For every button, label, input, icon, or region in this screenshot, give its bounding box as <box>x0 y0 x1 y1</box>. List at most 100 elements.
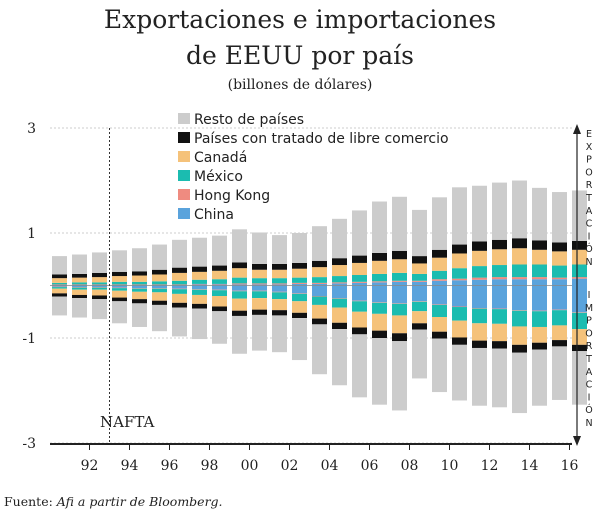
bar-export-china <box>232 284 247 286</box>
bar-export-paises-con-tratado-de-libre-comercio <box>432 249 447 258</box>
bar-export-resto-de-paises <box>512 180 527 239</box>
bar-import-mexico <box>332 298 347 308</box>
bar-export-resto-de-paises <box>532 187 547 241</box>
bar-export-hong-kong <box>152 284 167 285</box>
x-tick-label: 98 <box>201 458 219 474</box>
bar-export-paises-con-tratado-de-libre-comercio <box>232 262 247 269</box>
bar-import-hong-kong <box>552 309 567 311</box>
bar-export-paises-con-tratado-de-libre-comercio <box>212 265 227 271</box>
bar-export-china <box>452 280 467 286</box>
bar-import-canada <box>72 289 87 295</box>
bar-import-china <box>132 285 147 289</box>
bar-import-paises-con-tratado-de-libre-comercio <box>152 300 167 305</box>
bar-export-hong-kong <box>112 284 127 285</box>
bar-export-hong-kong <box>412 280 427 282</box>
bar-import-canada <box>112 290 127 298</box>
bar-export-china <box>352 282 367 286</box>
bar-import-canada <box>352 311 367 328</box>
bar-import-paises-con-tratado-de-libre-comercio <box>452 337 467 345</box>
y-tick-label: 3 <box>27 121 36 137</box>
bar-import-mexico <box>72 287 87 290</box>
bar-export-resto-de-paises <box>92 252 107 273</box>
bar-export-hong-kong <box>252 283 267 285</box>
bar-import-china <box>552 285 567 310</box>
bar-import-canada <box>552 325 567 341</box>
legend-label-resto-de-paises: Resto de países <box>194 112 304 128</box>
bar-export-mexico <box>352 275 367 282</box>
bar-export-china <box>392 281 407 286</box>
bar-export-paises-con-tratado-de-libre-comercio <box>292 262 307 269</box>
bar-import-hong-kong <box>252 290 267 292</box>
bar-export-mexico <box>212 279 227 284</box>
bar-export-hong-kong <box>232 283 247 285</box>
bar-import-resto-de-paises <box>272 315 287 353</box>
bar-export-paises-con-tratado-de-libre-comercio <box>312 260 327 268</box>
bar-import-paises-con-tratado-de-libre-comercio <box>552 340 567 347</box>
bar-export-mexico <box>492 265 507 278</box>
bar-import-paises-con-tratado-de-libre-comercio <box>252 309 267 315</box>
bar-import-resto-de-paises <box>532 349 547 406</box>
bar-import-canada <box>572 329 587 345</box>
bar-import-resto-de-paises <box>192 308 207 340</box>
bar-import-hong-kong <box>412 301 427 302</box>
x-tick-label: 14 <box>521 458 539 474</box>
bar-export-canada <box>572 249 587 265</box>
bar-export-canada <box>552 251 567 266</box>
bar-import-canada <box>292 301 307 313</box>
bar-export-resto-de-paises <box>352 210 367 256</box>
bar-import-hong-kong <box>272 291 287 293</box>
bar-import-hong-kong <box>232 290 247 292</box>
bar-export-china <box>492 279 507 286</box>
bar-export-hong-kong <box>52 284 67 285</box>
bar-export-paises-con-tratado-de-libre-comercio <box>352 255 367 263</box>
bar-import-paises-con-tratado-de-libre-comercio <box>512 344 527 353</box>
bar-export-canada <box>532 249 547 265</box>
export-side-label-char: P <box>586 155 592 166</box>
bar-import-canada <box>452 320 467 338</box>
bar-import-canada <box>432 317 447 332</box>
bar-export-hong-kong <box>192 283 207 285</box>
bar-export-hong-kong <box>512 277 527 280</box>
bar-import-mexico <box>372 302 387 314</box>
bar-import-paises-con-tratado-de-libre-comercio <box>572 344 587 352</box>
bar-export-paises-con-tratado-de-libre-comercio <box>492 239 507 250</box>
bar-import-mexico <box>152 288 167 293</box>
bar-export-paises-con-tratado-de-libre-comercio <box>132 271 147 276</box>
bar-import-mexico <box>212 290 227 296</box>
bar-import-canada <box>372 313 387 331</box>
bar-export-paises-con-tratado-de-libre-comercio <box>512 238 527 249</box>
bar-export-resto-de-paises <box>572 190 587 241</box>
import-side-label-char: Ó <box>585 404 592 416</box>
import-side-label-char: T <box>585 354 592 365</box>
bar-import-china <box>112 285 127 288</box>
bar-export-paises-con-tratado-de-libre-comercio <box>372 252 387 261</box>
bar-import-mexico <box>532 311 547 327</box>
source-note: Fuente: Afi a partir de Bloomberg. <box>4 494 223 509</box>
bar-export-paises-con-tratado-de-libre-comercio <box>192 266 207 272</box>
bar-import-mexico <box>392 303 407 316</box>
bar-export-paises-con-tratado-de-libre-comercio <box>392 250 407 260</box>
bar-import-hong-kong <box>352 300 367 302</box>
export-side-label-char: X <box>586 142 593 153</box>
bar-import-china <box>412 285 427 302</box>
bar-import-paises-con-tratado-de-libre-comercio <box>192 303 207 309</box>
legend-label-hong-kong: Hong Kong <box>194 188 270 204</box>
bar-import-canada <box>492 323 507 342</box>
bar-import-mexico <box>252 291 267 299</box>
bar-import-resto-de-paises <box>412 329 427 379</box>
bar-export-canada <box>512 248 527 265</box>
bar-export-canada <box>292 268 307 278</box>
bar-export-mexico <box>532 264 547 278</box>
bar-import-mexico <box>272 292 287 300</box>
bar-import-paises-con-tratado-de-libre-comercio <box>52 293 67 297</box>
bar-import-hong-kong <box>72 287 87 288</box>
bar-export-paises-con-tratado-de-libre-comercio <box>172 267 187 273</box>
x-tick-label: 08 <box>401 458 419 474</box>
bar-import-china <box>52 285 67 287</box>
bar-import-mexico <box>492 309 507 324</box>
bar-export-hong-kong <box>492 277 507 280</box>
bar-import-china <box>432 285 447 305</box>
import-side-label-char: C <box>586 380 593 391</box>
bar-import-china <box>252 285 267 291</box>
